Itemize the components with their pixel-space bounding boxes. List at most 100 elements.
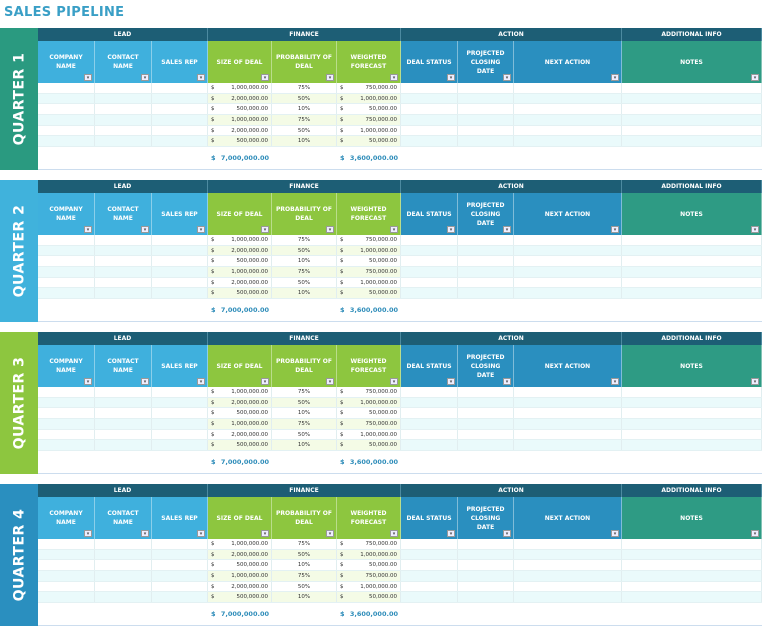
cell-contact-name[interactable]	[95, 115, 152, 125]
filter-dropdown-icon[interactable]: ▾	[611, 74, 619, 81]
cell-probability[interactable]: 10%	[272, 408, 337, 419]
filter-dropdown-icon[interactable]: ▾	[84, 226, 92, 233]
cell-weighted-forecast[interactable]: $50,000.00	[337, 592, 401, 603]
filter-dropdown-icon[interactable]: ▾	[84, 74, 92, 81]
cell-company-name[interactable]	[38, 440, 95, 451]
cell-size-of-deal[interactable]: $1,000,000.00	[208, 571, 272, 581]
cell-next-action[interactable]	[514, 277, 622, 288]
cell-weighted-forecast[interactable]: $1,000,000.00	[337, 245, 401, 256]
cell-next-action[interactable]	[514, 125, 622, 136]
cell-sales-rep[interactable]	[152, 267, 208, 277]
filter-dropdown-icon[interactable]: ▾	[141, 378, 149, 385]
cell-company-name[interactable]	[38, 387, 95, 397]
cell-contact-name[interactable]	[95, 408, 152, 419]
cell-closing-date[interactable]	[458, 256, 514, 267]
cell-size-of-deal[interactable]: $500,000.00	[208, 560, 272, 571]
cell-contact-name[interactable]	[95, 125, 152, 136]
cell-next-action[interactable]	[514, 592, 622, 603]
cell-deal-status[interactable]	[401, 83, 458, 93]
cell-size-of-deal[interactable]: $500,000.00	[208, 592, 272, 603]
cell-sales-rep[interactable]	[152, 104, 208, 115]
filter-dropdown-icon[interactable]: ▾	[503, 74, 511, 81]
filter-dropdown-icon[interactable]: ▾	[447, 226, 455, 233]
cell-size-of-deal[interactable]: $1,000,000.00	[208, 419, 272, 429]
cell-company-name[interactable]	[38, 539, 95, 549]
cell-probability[interactable]: 75%	[272, 419, 337, 429]
cell-next-action[interactable]	[514, 549, 622, 560]
filter-dropdown-icon[interactable]: ▾	[261, 226, 269, 233]
cell-company-name[interactable]	[38, 83, 95, 93]
filter-dropdown-icon[interactable]: ▾	[326, 378, 334, 385]
cell-deal-status[interactable]	[401, 267, 458, 277]
cell-contact-name[interactable]	[95, 256, 152, 267]
cell-weighted-forecast[interactable]: $50,000.00	[337, 440, 401, 451]
cell-deal-status[interactable]	[401, 104, 458, 115]
cell-sales-rep[interactable]	[152, 571, 208, 581]
cell-probability[interactable]: 10%	[272, 288, 337, 299]
cell-size-of-deal[interactable]: $2,000,000.00	[208, 277, 272, 288]
cell-sales-rep[interactable]	[152, 277, 208, 288]
cell-size-of-deal[interactable]: $2,000,000.00	[208, 125, 272, 136]
cell-closing-date[interactable]	[458, 104, 514, 115]
filter-dropdown-icon[interactable]: ▾	[447, 74, 455, 81]
cell-sales-rep[interactable]	[152, 235, 208, 245]
cell-weighted-forecast[interactable]: $1,000,000.00	[337, 549, 401, 560]
cell-contact-name[interactable]	[95, 387, 152, 397]
cell-size-of-deal[interactable]: $2,000,000.00	[208, 397, 272, 408]
filter-dropdown-icon[interactable]: ▾	[197, 378, 205, 385]
cell-probability[interactable]: 50%	[272, 93, 337, 104]
cell-company-name[interactable]	[38, 245, 95, 256]
cell-company-name[interactable]	[38, 136, 95, 147]
cell-closing-date[interactable]	[458, 592, 514, 603]
cell-size-of-deal[interactable]: $1,000,000.00	[208, 267, 272, 277]
cell-notes[interactable]	[622, 83, 762, 93]
cell-sales-rep[interactable]	[152, 539, 208, 549]
cell-size-of-deal[interactable]: $1,000,000.00	[208, 387, 272, 397]
cell-probability[interactable]: 75%	[272, 83, 337, 93]
cell-next-action[interactable]	[514, 408, 622, 419]
cell-notes[interactable]	[622, 256, 762, 267]
cell-next-action[interactable]	[514, 539, 622, 549]
cell-next-action[interactable]	[514, 440, 622, 451]
filter-dropdown-icon[interactable]: ▾	[447, 378, 455, 385]
cell-next-action[interactable]	[514, 419, 622, 429]
cell-deal-status[interactable]	[401, 408, 458, 419]
cell-closing-date[interactable]	[458, 397, 514, 408]
cell-closing-date[interactable]	[458, 115, 514, 125]
cell-weighted-forecast[interactable]: $1,000,000.00	[337, 397, 401, 408]
cell-sales-rep[interactable]	[152, 136, 208, 147]
cell-deal-status[interactable]	[401, 125, 458, 136]
cell-size-of-deal[interactable]: $500,000.00	[208, 288, 272, 299]
cell-probability[interactable]: 10%	[272, 104, 337, 115]
cell-closing-date[interactable]	[458, 245, 514, 256]
cell-sales-rep[interactable]	[152, 256, 208, 267]
cell-company-name[interactable]	[38, 397, 95, 408]
cell-closing-date[interactable]	[458, 571, 514, 581]
cell-size-of-deal[interactable]: $500,000.00	[208, 136, 272, 147]
cell-deal-status[interactable]	[401, 136, 458, 147]
cell-company-name[interactable]	[38, 235, 95, 245]
cell-weighted-forecast[interactable]: $50,000.00	[337, 408, 401, 419]
cell-notes[interactable]	[622, 277, 762, 288]
filter-dropdown-icon[interactable]: ▾	[503, 378, 511, 385]
cell-probability[interactable]: 10%	[272, 440, 337, 451]
filter-dropdown-icon[interactable]: ▾	[326, 530, 334, 537]
cell-contact-name[interactable]	[95, 245, 152, 256]
cell-sales-rep[interactable]	[152, 83, 208, 93]
cell-probability[interactable]: 50%	[272, 125, 337, 136]
cell-weighted-forecast[interactable]: $1,000,000.00	[337, 581, 401, 592]
filter-dropdown-icon[interactable]: ▾	[611, 530, 619, 537]
cell-weighted-forecast[interactable]: $1,000,000.00	[337, 93, 401, 104]
cell-next-action[interactable]	[514, 83, 622, 93]
cell-weighted-forecast[interactable]: $750,000.00	[337, 83, 401, 93]
cell-next-action[interactable]	[514, 235, 622, 245]
cell-weighted-forecast[interactable]: $1,000,000.00	[337, 429, 401, 440]
filter-dropdown-icon[interactable]: ▾	[141, 74, 149, 81]
cell-contact-name[interactable]	[95, 440, 152, 451]
filter-dropdown-icon[interactable]: ▾	[390, 226, 398, 233]
cell-next-action[interactable]	[514, 115, 622, 125]
cell-contact-name[interactable]	[95, 288, 152, 299]
cell-deal-status[interactable]	[401, 288, 458, 299]
cell-next-action[interactable]	[514, 571, 622, 581]
cell-deal-status[interactable]	[401, 592, 458, 603]
